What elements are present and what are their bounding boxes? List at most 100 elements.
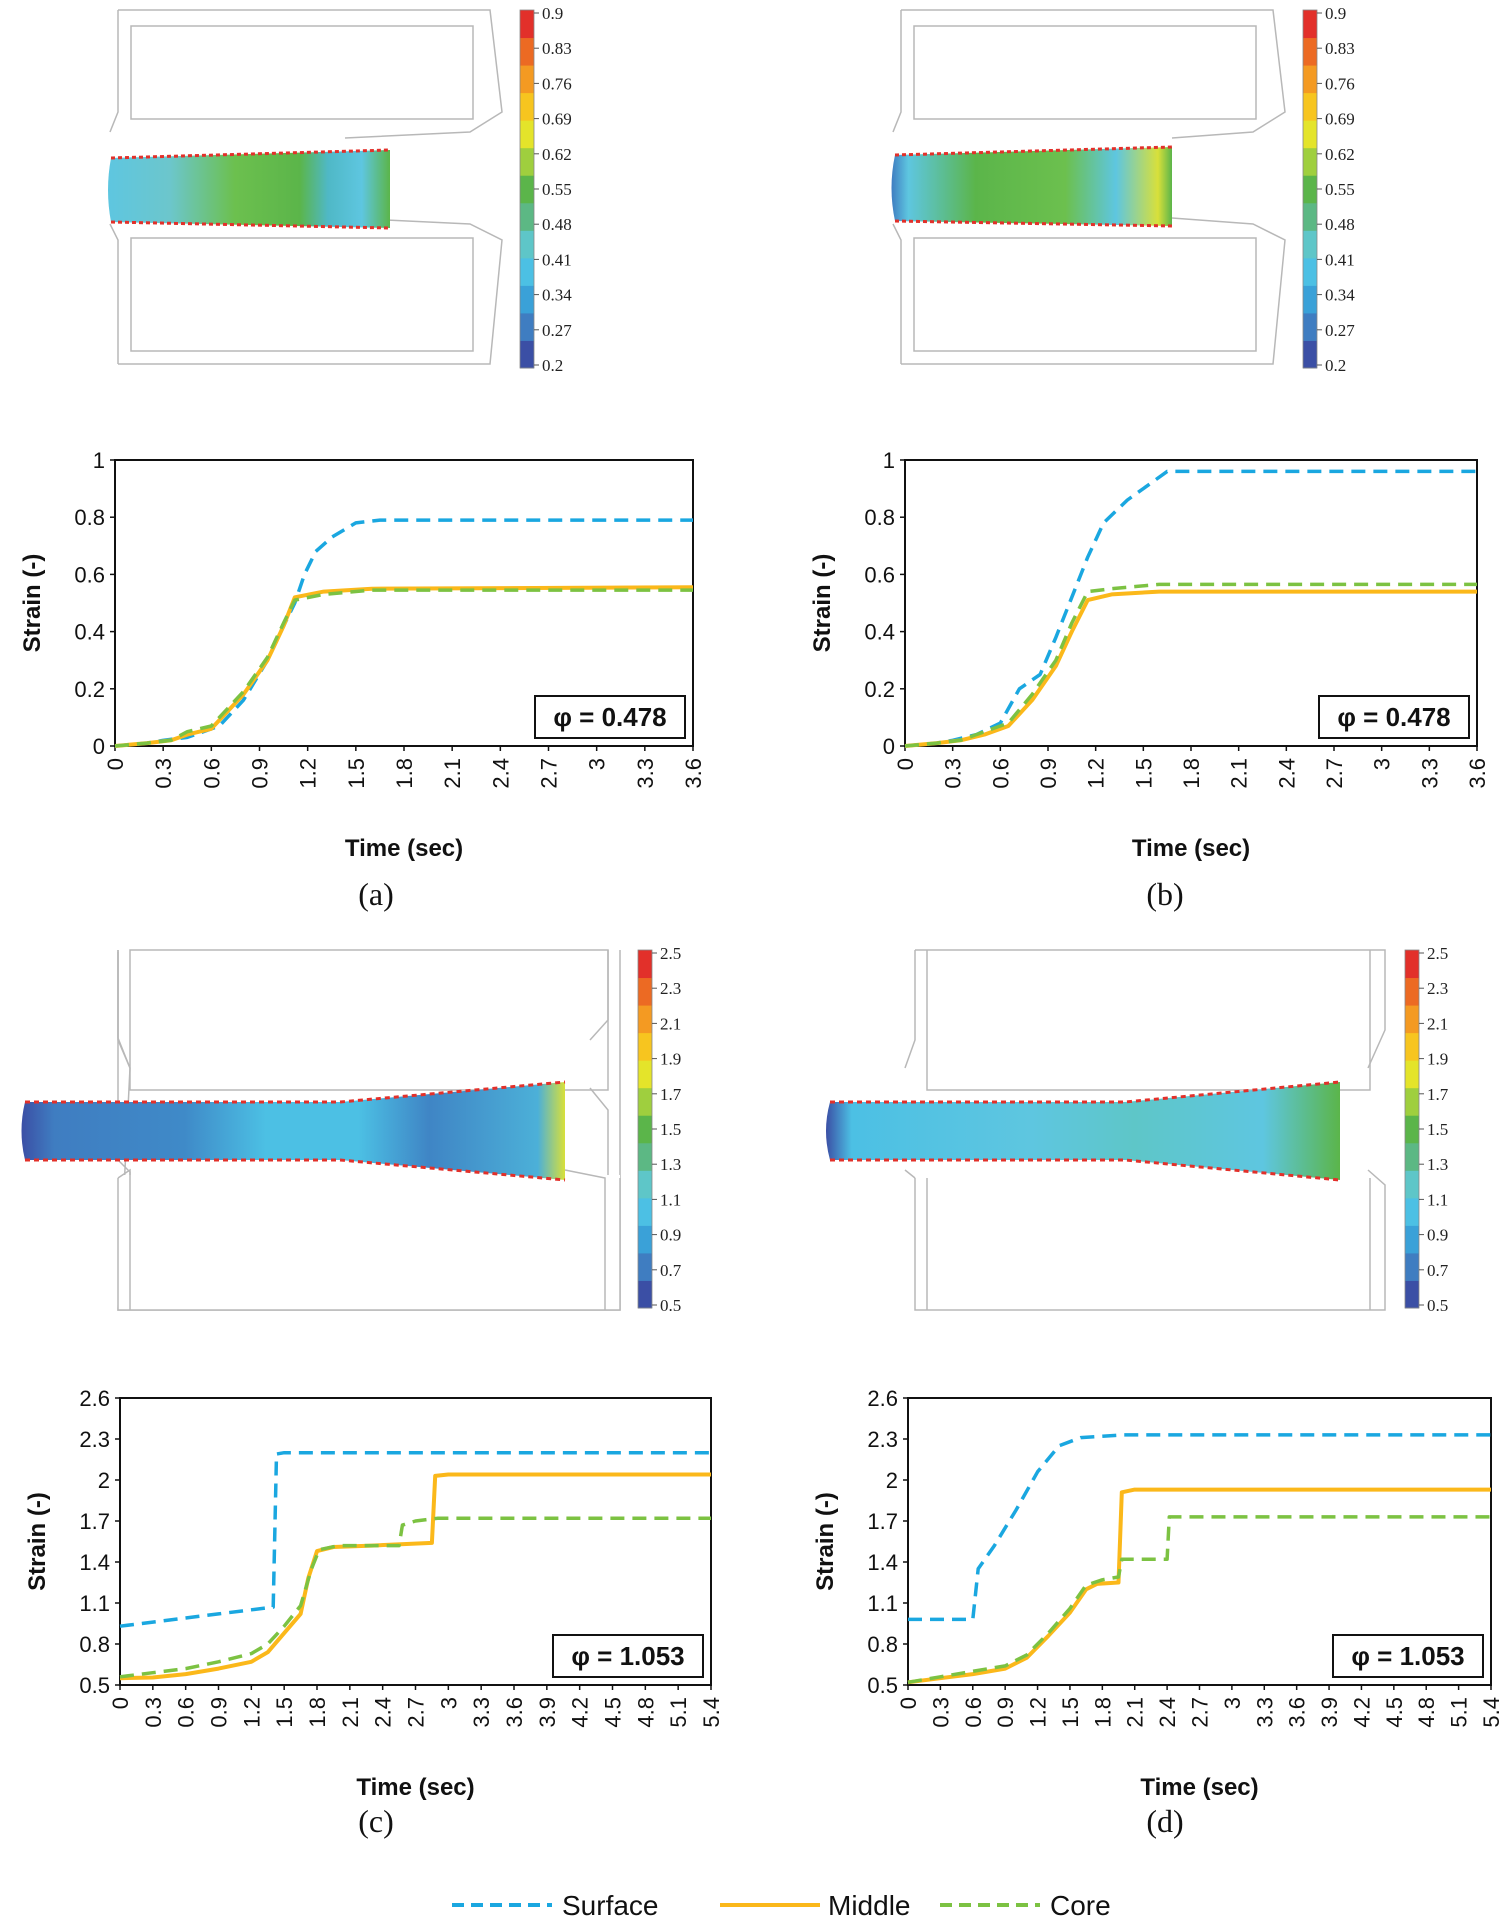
series-line-core [907,1515,1491,1685]
contour-plot-a: 0.9 0.83 0.76 0.69 0.62 0.55 0.48 0.41 0.34 0.27 0… [108,4,572,375]
colorbar-swatch [638,1032,652,1061]
x-tick-label: 5.1 [1447,1697,1472,1728]
y-tick-label: 0.2 [74,677,105,702]
colorbar-swatch [638,1225,652,1254]
x-tick-label: 3.6 [502,1697,527,1728]
colorbar-swatch [1303,120,1317,149]
colorbar-tick-label: 0.2 [542,356,563,375]
y-tick-label: 1.1 [79,1591,110,1616]
colorbar-swatch [1303,230,1317,259]
x-tick-label: 0.9 [207,1697,232,1728]
colorbar-tick-label: 0.69 [1325,110,1355,129]
x-tick-label: 0.6 [961,1697,986,1728]
x-tick-label: 4.5 [1382,1697,1407,1728]
colorbar-tick-label: 0.55 [542,180,572,199]
x-tick-label: 5.4 [1479,1697,1504,1728]
x-tick-label: 0.6 [988,758,1013,789]
x-tick-label: 5.1 [666,1697,691,1728]
colorbar-swatch [1303,65,1317,94]
y-axis-label: Strain (-) [19,554,46,653]
x-tick-label: 2.7 [1322,758,1347,789]
x-tick-label: 1.2 [296,758,321,789]
colorbar-swatch [1405,1142,1419,1171]
die-outline-d [904,949,1386,1311]
x-tick-label: 3 [436,1697,461,1709]
colorbar-swatch [638,1005,652,1034]
x-tick-label: 3 [585,758,610,770]
colorbar-tick-label: 0.41 [1325,250,1355,269]
colorbar-tick-label: 1.5 [660,1120,681,1139]
x-tick-label: 3.3 [1417,758,1442,789]
colorbar-swatch [638,1252,652,1281]
y-tick-label: 1 [883,448,895,473]
x-tick-label: 3.9 [1317,1697,1342,1728]
colorbar-tick-label: 2.5 [1427,944,1448,963]
colorbar-swatch [1303,92,1317,121]
phi-annotation-box [534,695,686,739]
colorbar-swatch [1405,1060,1419,1089]
colorbar-tick-label: 1.7 [660,1085,682,1104]
x-tick-label: 1.5 [1131,758,1156,789]
x-tick-label: 2.7 [537,758,562,789]
colorbar-a: 0.9 0.83 0.76 0.69 0.62 0.55 0.48 0.41 0.34 0.27 0… [519,4,572,375]
die-outline-b [892,9,1286,365]
colorbar-tick-label: 2.3 [660,979,681,998]
colorbar-tick-label: 0.83 [1325,39,1355,58]
colorbar-tick-label: 0.48 [542,215,572,234]
colorbar-tick-label: 0.27 [542,321,572,340]
colorbar-tick-label: 0.9 [542,4,563,23]
colorbar-tick-label: 0.62 [1325,145,1355,164]
colorbar-swatch [638,950,652,979]
colorbar-swatch [520,175,534,204]
x-tick-label: 1.2 [239,1697,264,1728]
x-tick-label: 2.7 [1188,1697,1213,1728]
colorbar-swatch [1405,1032,1419,1061]
colorbar-swatch [638,977,652,1006]
y-tick-label: 0.8 [79,1632,110,1657]
x-tick-label: 2.1 [338,1697,363,1728]
x-tick-label: 4.2 [568,1697,593,1728]
x-tick-label: 0.9 [1036,758,1061,789]
workpiece-a [108,150,390,228]
x-tick-label: 0.3 [151,758,176,789]
x-tick-label: 0.3 [141,1697,166,1728]
phi-annotation: φ = 0.478 [1337,702,1450,732]
colorbar-swatch [638,1170,652,1199]
y-tick-label: 1.7 [867,1509,898,1534]
x-tick-label: 2.1 [1123,1697,1148,1728]
colorbar-swatch [1405,1087,1419,1116]
x-tick-label: 2.1 [1227,758,1252,789]
y-tick-label: 1.7 [79,1509,110,1534]
series-line-core [904,582,1477,748]
workpiece-d [826,1082,1340,1180]
y-tick-label: 0.8 [74,505,105,530]
colorbar-swatch [1303,202,1317,231]
colorbar-swatch [638,1197,652,1226]
series-line-middle [119,1472,711,1681]
x-tick-label: 2.7 [404,1697,429,1728]
colorbar-swatch [1303,285,1317,314]
phi-annotation-box [552,1634,704,1678]
x-axis-label: Time (sec) [345,835,463,862]
contour-plot-d: 2.5 2.3 2.1 1.9 1.7 1.5 1.3 1.1 0.9 0.7 0.5 [826,944,1449,1315]
x-tick-label: 0.9 [993,1697,1018,1728]
colorbar-swatch [1303,312,1317,341]
line-chart-c: 0.5 0.8 1.1 1.4 1.7 2 2.3 2.6 0 0.3 0.6 0.9 1.2 1.5 1.… [24,1386,724,1839]
colorbar-tick-label: 2.3 [1427,979,1448,998]
x-tick-label: 1.5 [1058,1697,1083,1728]
x-tick-label: 1.5 [344,758,369,789]
y-tick-label: 2.3 [867,1427,898,1452]
legend: Surface Middle Core [452,1890,1111,1921]
colorbar-swatch [520,202,534,231]
x-tick-label: 3.6 [1465,758,1490,789]
workpiece-b [891,147,1172,226]
colorbar-swatch [520,312,534,341]
colorbar-tick-label: 1.3 [660,1155,681,1174]
y-tick-label: 1.1 [867,1591,898,1616]
colorbar-swatch [638,1060,652,1089]
y-tick-label: 0.8 [867,1632,898,1657]
x-tick-label: 5.4 [699,1697,724,1728]
colorbar-tick-label: 0.9 [1325,4,1346,23]
colorbar-tick-label: 0.5 [1427,1296,1448,1315]
